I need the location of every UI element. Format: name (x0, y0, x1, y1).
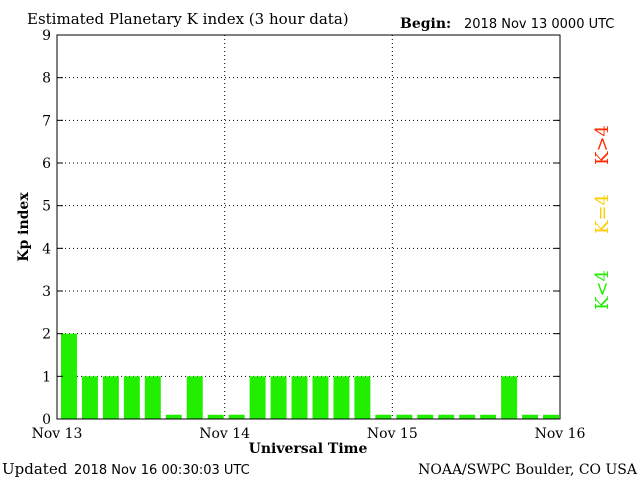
kp-bar: Nov 13 06: 1 (102, 376, 119, 419)
x-tick-label: Nov 16 (535, 426, 586, 442)
updated-label: Updated (2, 460, 68, 478)
begin-label: Begin: (400, 16, 451, 32)
kp-bar: Nov 14 03: 1 (249, 376, 266, 419)
source-credit: NOAA/SWPC Boulder, CO USA (418, 462, 638, 478)
x-tick-label: Nov 14 (199, 426, 250, 442)
y-axis-title: Kp index (16, 192, 32, 262)
kp-bar: Nov 15 12: 0 (480, 414, 497, 419)
plot-area (57, 35, 560, 419)
y-tick-label: 9 (42, 28, 51, 44)
kp-bar: Nov 15 00: 0 (396, 414, 413, 419)
legend-entry: K>4 (592, 125, 613, 165)
kp-bar: Nov 15 18: 0 (522, 414, 539, 419)
y-tick-label: 3 (42, 284, 51, 300)
kp-bar: Nov 14 09: 1 (291, 376, 308, 419)
x-tick-label: Nov 13 (32, 426, 83, 442)
x-axis: Nov 13 Nov 14 Nov 15 Nov 16 (32, 426, 586, 442)
kp-bar: Nov 13 15: 0 (165, 414, 182, 419)
x-axis-title: Universal Time (249, 441, 368, 457)
legend-entry: K=4 (592, 194, 613, 234)
kp-bar: Nov 15 21: 0 (543, 414, 559, 419)
plot-frame (56, 34, 561, 420)
y-tick-label: 5 (42, 199, 51, 215)
bar-series: Nov 13 00: 2Nov 13 03: 1Nov 13 06: 1Nov … (61, 333, 559, 419)
y-tick-label: 1 (42, 369, 51, 385)
y-tick-label: 2 (42, 327, 51, 343)
kp-bar: Nov 13 21: 0 (207, 414, 224, 419)
chart-title: Estimated Planetary K index (3 hour data… (27, 10, 349, 28)
y-tick-label: 4 (42, 241, 51, 257)
legend-entry: K<4 (592, 270, 613, 310)
kp-bar: Nov 15 06: 0 (438, 414, 455, 419)
legend: K>4 K=4 K<4 (592, 125, 613, 310)
kp-bar: Nov 13 03: 1 (81, 376, 98, 419)
y-tick-label: 6 (42, 156, 51, 172)
kp-bar: Nov 14 06: 1 (270, 376, 287, 419)
kp-bar: Nov 15 03: 0 (417, 414, 434, 419)
kp-bar: Nov 13 18: 1 (186, 376, 203, 419)
updated-value: 2018 Nov 16 00:30:03 UTC (74, 463, 250, 478)
grid-lines (57, 35, 560, 419)
y-axis: 0 1 2 3 4 5 6 7 8 9 (42, 28, 560, 428)
x-tick-label: Nov 15 (367, 426, 418, 442)
y-tick-label: 8 (42, 71, 51, 87)
y-tick-label: 7 (42, 113, 51, 129)
kp-bar: Nov 15 09: 0 (459, 414, 476, 419)
kp-bar: Nov 13 00: 2 (61, 333, 77, 419)
kp-bar: Nov 13 09: 1 (123, 376, 140, 419)
kp-bar: Nov 14 15: 1 (333, 376, 350, 419)
kp-bar: Nov 14 12: 1 (312, 376, 329, 419)
kp-bar: Nov 15 15: 1 (501, 376, 518, 419)
y-tick-label: 0 (42, 412, 51, 428)
kp-bar: Nov 14 21: 0 (375, 414, 392, 419)
begin-value: 2018 Nov 13 0000 UTC (464, 17, 614, 32)
kp-bar: Nov 13 12: 1 (144, 376, 161, 419)
kp-bar: Nov 14 18: 1 (354, 376, 371, 419)
kp-bar: Nov 14 00: 0 (228, 414, 245, 419)
